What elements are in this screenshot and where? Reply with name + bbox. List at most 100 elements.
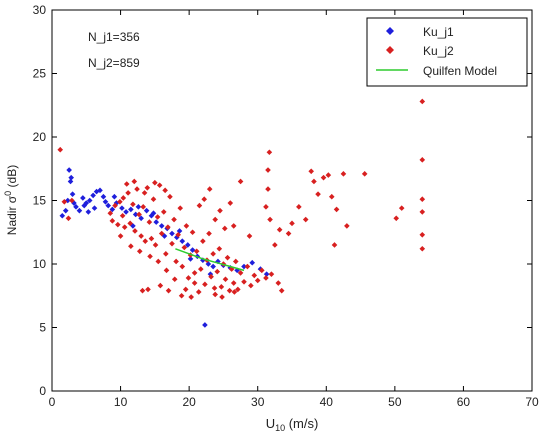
point-ku-j2 <box>157 282 164 289</box>
point-ku-j1 <box>80 195 86 201</box>
point-ku-j1 <box>153 219 160 225</box>
point-ku-j2 <box>138 233 144 239</box>
point-ku-j2 <box>419 245 426 252</box>
point-ku-j1 <box>67 178 74 185</box>
axis-ticks: 0 10 20 30 40 50 60 70 0 5 10 15 20 25 30 <box>33 3 539 409</box>
point-ku-j2 <box>131 178 138 185</box>
legend-box <box>366 17 528 87</box>
point-ku-j2 <box>217 207 223 214</box>
point-ku-j2 <box>237 178 244 185</box>
point-ku-j2 <box>328 193 335 200</box>
point-ku-j1 <box>210 263 216 270</box>
point-ku-j2 <box>169 240 175 247</box>
point-ku-j2 <box>320 174 327 181</box>
point-ku-j1 <box>234 267 240 274</box>
point-ku-j2 <box>165 224 171 230</box>
point-ku-j2 <box>125 190 131 196</box>
point-ku-j1 <box>143 207 150 214</box>
point-ku-j2 <box>57 146 64 153</box>
point-ku-j2 <box>188 294 194 300</box>
point-ku-j2 <box>123 181 130 187</box>
point-ku-j2 <box>107 210 114 216</box>
legend-marker-ku-j2 <box>386 46 394 54</box>
point-ku-j1 <box>62 207 69 214</box>
point-ku-j2 <box>139 287 146 294</box>
point-ku-j1 <box>102 198 109 205</box>
point-ku-j2 <box>267 216 273 223</box>
point-ku-j1 <box>263 271 270 277</box>
point-ku-j2 <box>165 287 172 294</box>
point-ku-j2 <box>191 270 198 276</box>
point-ku-j2 <box>158 230 165 237</box>
point-ku-j2 <box>268 271 275 277</box>
point-ku-j1 <box>85 209 92 215</box>
point-ku-j2 <box>246 233 253 239</box>
y-tick-label: 30 <box>33 3 47 17</box>
legend: Ku_j1 Ku_j2 Quilfen Model <box>366 17 528 87</box>
point-ku-j2 <box>182 286 189 293</box>
point-ku-j1 <box>138 215 144 222</box>
point-ku-j2 <box>296 204 302 210</box>
point-ku-j2 <box>156 182 163 189</box>
x-tick-label: 70 <box>525 395 539 409</box>
point-ku-j2 <box>179 263 186 270</box>
point-ku-j2 <box>202 281 208 288</box>
point-ku-j2 <box>198 266 204 272</box>
point-ku-j2 <box>230 280 237 286</box>
point-ku-j2 <box>127 220 133 227</box>
annotation-n-j1: N_j1=356 <box>88 30 140 44</box>
point-ku-j2 <box>191 280 198 286</box>
point-ku-j2 <box>171 216 177 223</box>
point-ku-j1 <box>68 174 74 181</box>
point-ku-j2 <box>276 226 283 233</box>
legend-label-ku-j1: Ku_j1 <box>423 25 454 39</box>
x-tick-label: 10 <box>114 395 128 409</box>
point-ku-j1 <box>249 259 256 266</box>
point-ku-j2 <box>218 284 225 290</box>
point-ku-j2 <box>183 223 190 229</box>
point-ku-j2 <box>325 172 332 178</box>
point-ku-j2 <box>128 243 134 250</box>
point-ku-j2 <box>181 244 188 251</box>
point-ku-j2 <box>227 200 234 206</box>
point-ku-j2 <box>177 205 184 211</box>
point-ku-j1 <box>150 210 157 216</box>
point-ku-j2 <box>212 291 218 298</box>
point-ku-j2 <box>115 221 121 228</box>
point-ku-j2 <box>208 273 214 280</box>
point-ku-j1 <box>76 207 83 214</box>
point-ku-j1 <box>132 211 139 218</box>
point-ku-j2 <box>148 235 155 242</box>
point-ku-j2 <box>235 286 241 293</box>
point-ku-j1 <box>176 228 183 234</box>
point-ku-j2 <box>117 233 124 239</box>
point-ku-j2 <box>147 253 153 260</box>
point-ku-j2 <box>230 223 237 229</box>
point-ku-j2 <box>224 254 231 261</box>
point-ku-j2 <box>130 201 136 208</box>
point-ku-j2 <box>112 202 118 209</box>
legend-item-quilfen-model: Quilfen Model <box>376 64 497 78</box>
point-ku-j2 <box>61 198 68 205</box>
point-ku-j2 <box>419 98 426 105</box>
legend-item-ku-j1: Ku_j1 <box>386 25 454 39</box>
point-ku-j2 <box>206 186 213 192</box>
point-ku-j2 <box>142 238 149 244</box>
point-ku-j2 <box>222 225 228 232</box>
annotation-n-j2: N_j2=859 <box>88 56 140 70</box>
point-ku-j1 <box>158 223 165 229</box>
point-ku-j2 <box>302 216 309 223</box>
point-ku-j2 <box>340 171 347 177</box>
point-ku-j1 <box>241 263 247 270</box>
point-ku-j2 <box>308 168 314 175</box>
point-ku-j1 <box>97 187 103 194</box>
x-tick-label: 30 <box>251 395 265 409</box>
point-ku-j2 <box>331 242 338 248</box>
point-ku-j1 <box>86 197 93 204</box>
point-ku-j2 <box>232 258 239 265</box>
y-tick-label: 10 <box>33 257 47 271</box>
point-ku-j1 <box>91 205 98 211</box>
point-ku-j2 <box>193 248 200 255</box>
point-ku-j2 <box>136 211 142 218</box>
point-ku-j2 <box>419 209 426 215</box>
